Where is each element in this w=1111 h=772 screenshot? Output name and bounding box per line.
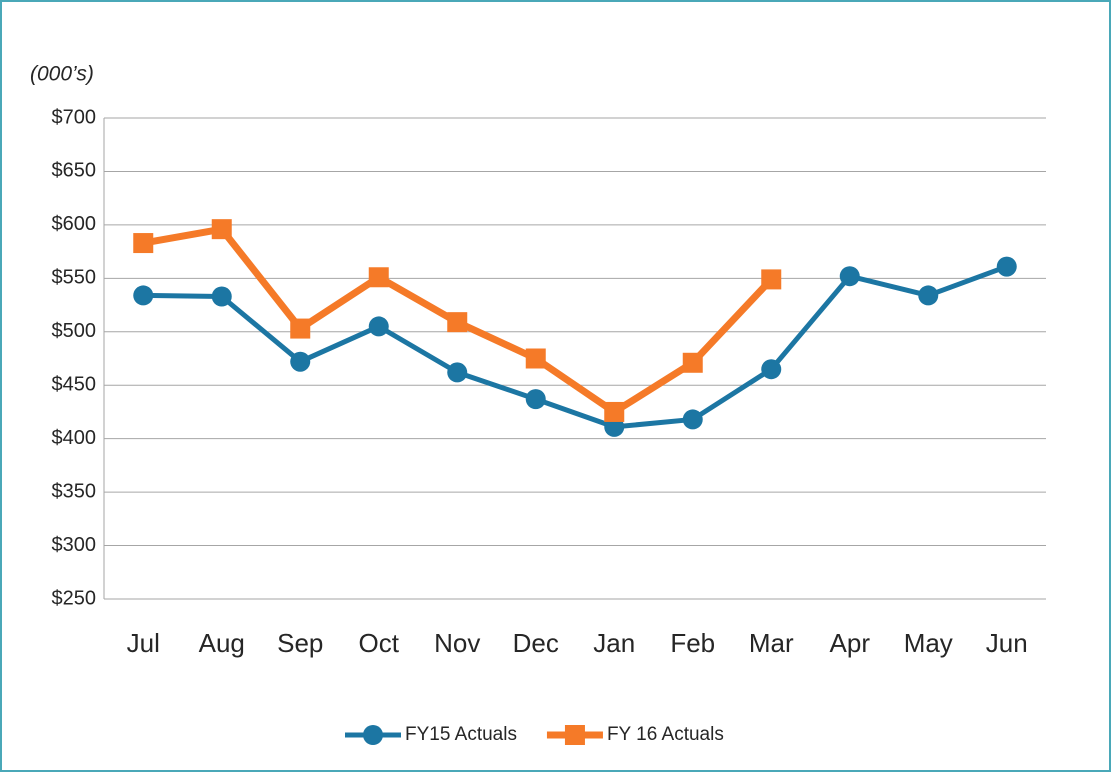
marker: [211, 286, 232, 307]
x-tick-label: May: [904, 628, 953, 658]
legend-label: FY 16 Actuals: [607, 724, 724, 745]
legend-marker: [564, 725, 585, 745]
marker: [525, 348, 546, 369]
x-tick-label: Oct: [359, 628, 400, 658]
y-tick-label: $700: [52, 106, 97, 128]
marker: [368, 316, 389, 337]
y-tick-label: $250: [52, 587, 97, 609]
x-tick-label: Mar: [749, 628, 794, 658]
marker: [604, 401, 625, 422]
y-tick-label: $600: [52, 213, 97, 235]
y-tick-label: $350: [52, 480, 97, 502]
marker: [290, 351, 311, 372]
y-tick-label: $550: [52, 267, 97, 289]
marker: [447, 312, 468, 333]
marker: [682, 352, 703, 373]
annotation: (000’s): [30, 63, 94, 86]
y-tick-label: $300: [52, 534, 97, 556]
x-tick-label: Jan: [593, 628, 635, 658]
legend-marker: [363, 725, 383, 745]
y-tick-label: $500: [52, 320, 97, 342]
y-tick-label: $400: [52, 427, 97, 449]
x-tick-label: Feb: [670, 628, 715, 658]
x-tick-label: Sep: [277, 628, 323, 658]
marker: [525, 389, 546, 410]
marker: [839, 266, 860, 287]
x-tick-label: Dec: [513, 628, 559, 658]
marker: [133, 285, 154, 306]
legend-label: FY15 Actuals: [405, 724, 517, 745]
y-tick-label: $450: [52, 374, 97, 396]
marker: [996, 256, 1017, 277]
marker: [447, 362, 468, 383]
series-line: [143, 264, 1008, 430]
marker: [918, 285, 939, 306]
marker: [211, 219, 232, 240]
x-tick-label: Aug: [199, 628, 245, 658]
marker: [761, 269, 782, 290]
marker: [682, 409, 703, 430]
x-tick-label: Jul: [127, 628, 160, 658]
y-tick-label: $650: [52, 160, 97, 182]
marker: [368, 267, 389, 288]
x-tick-label: Jun: [986, 628, 1028, 658]
x-tick-label: Apr: [830, 628, 871, 658]
marker: [133, 233, 154, 254]
x-tick-label: Nov: [434, 628, 480, 658]
marker: [290, 318, 311, 339]
marker: [761, 359, 782, 380]
